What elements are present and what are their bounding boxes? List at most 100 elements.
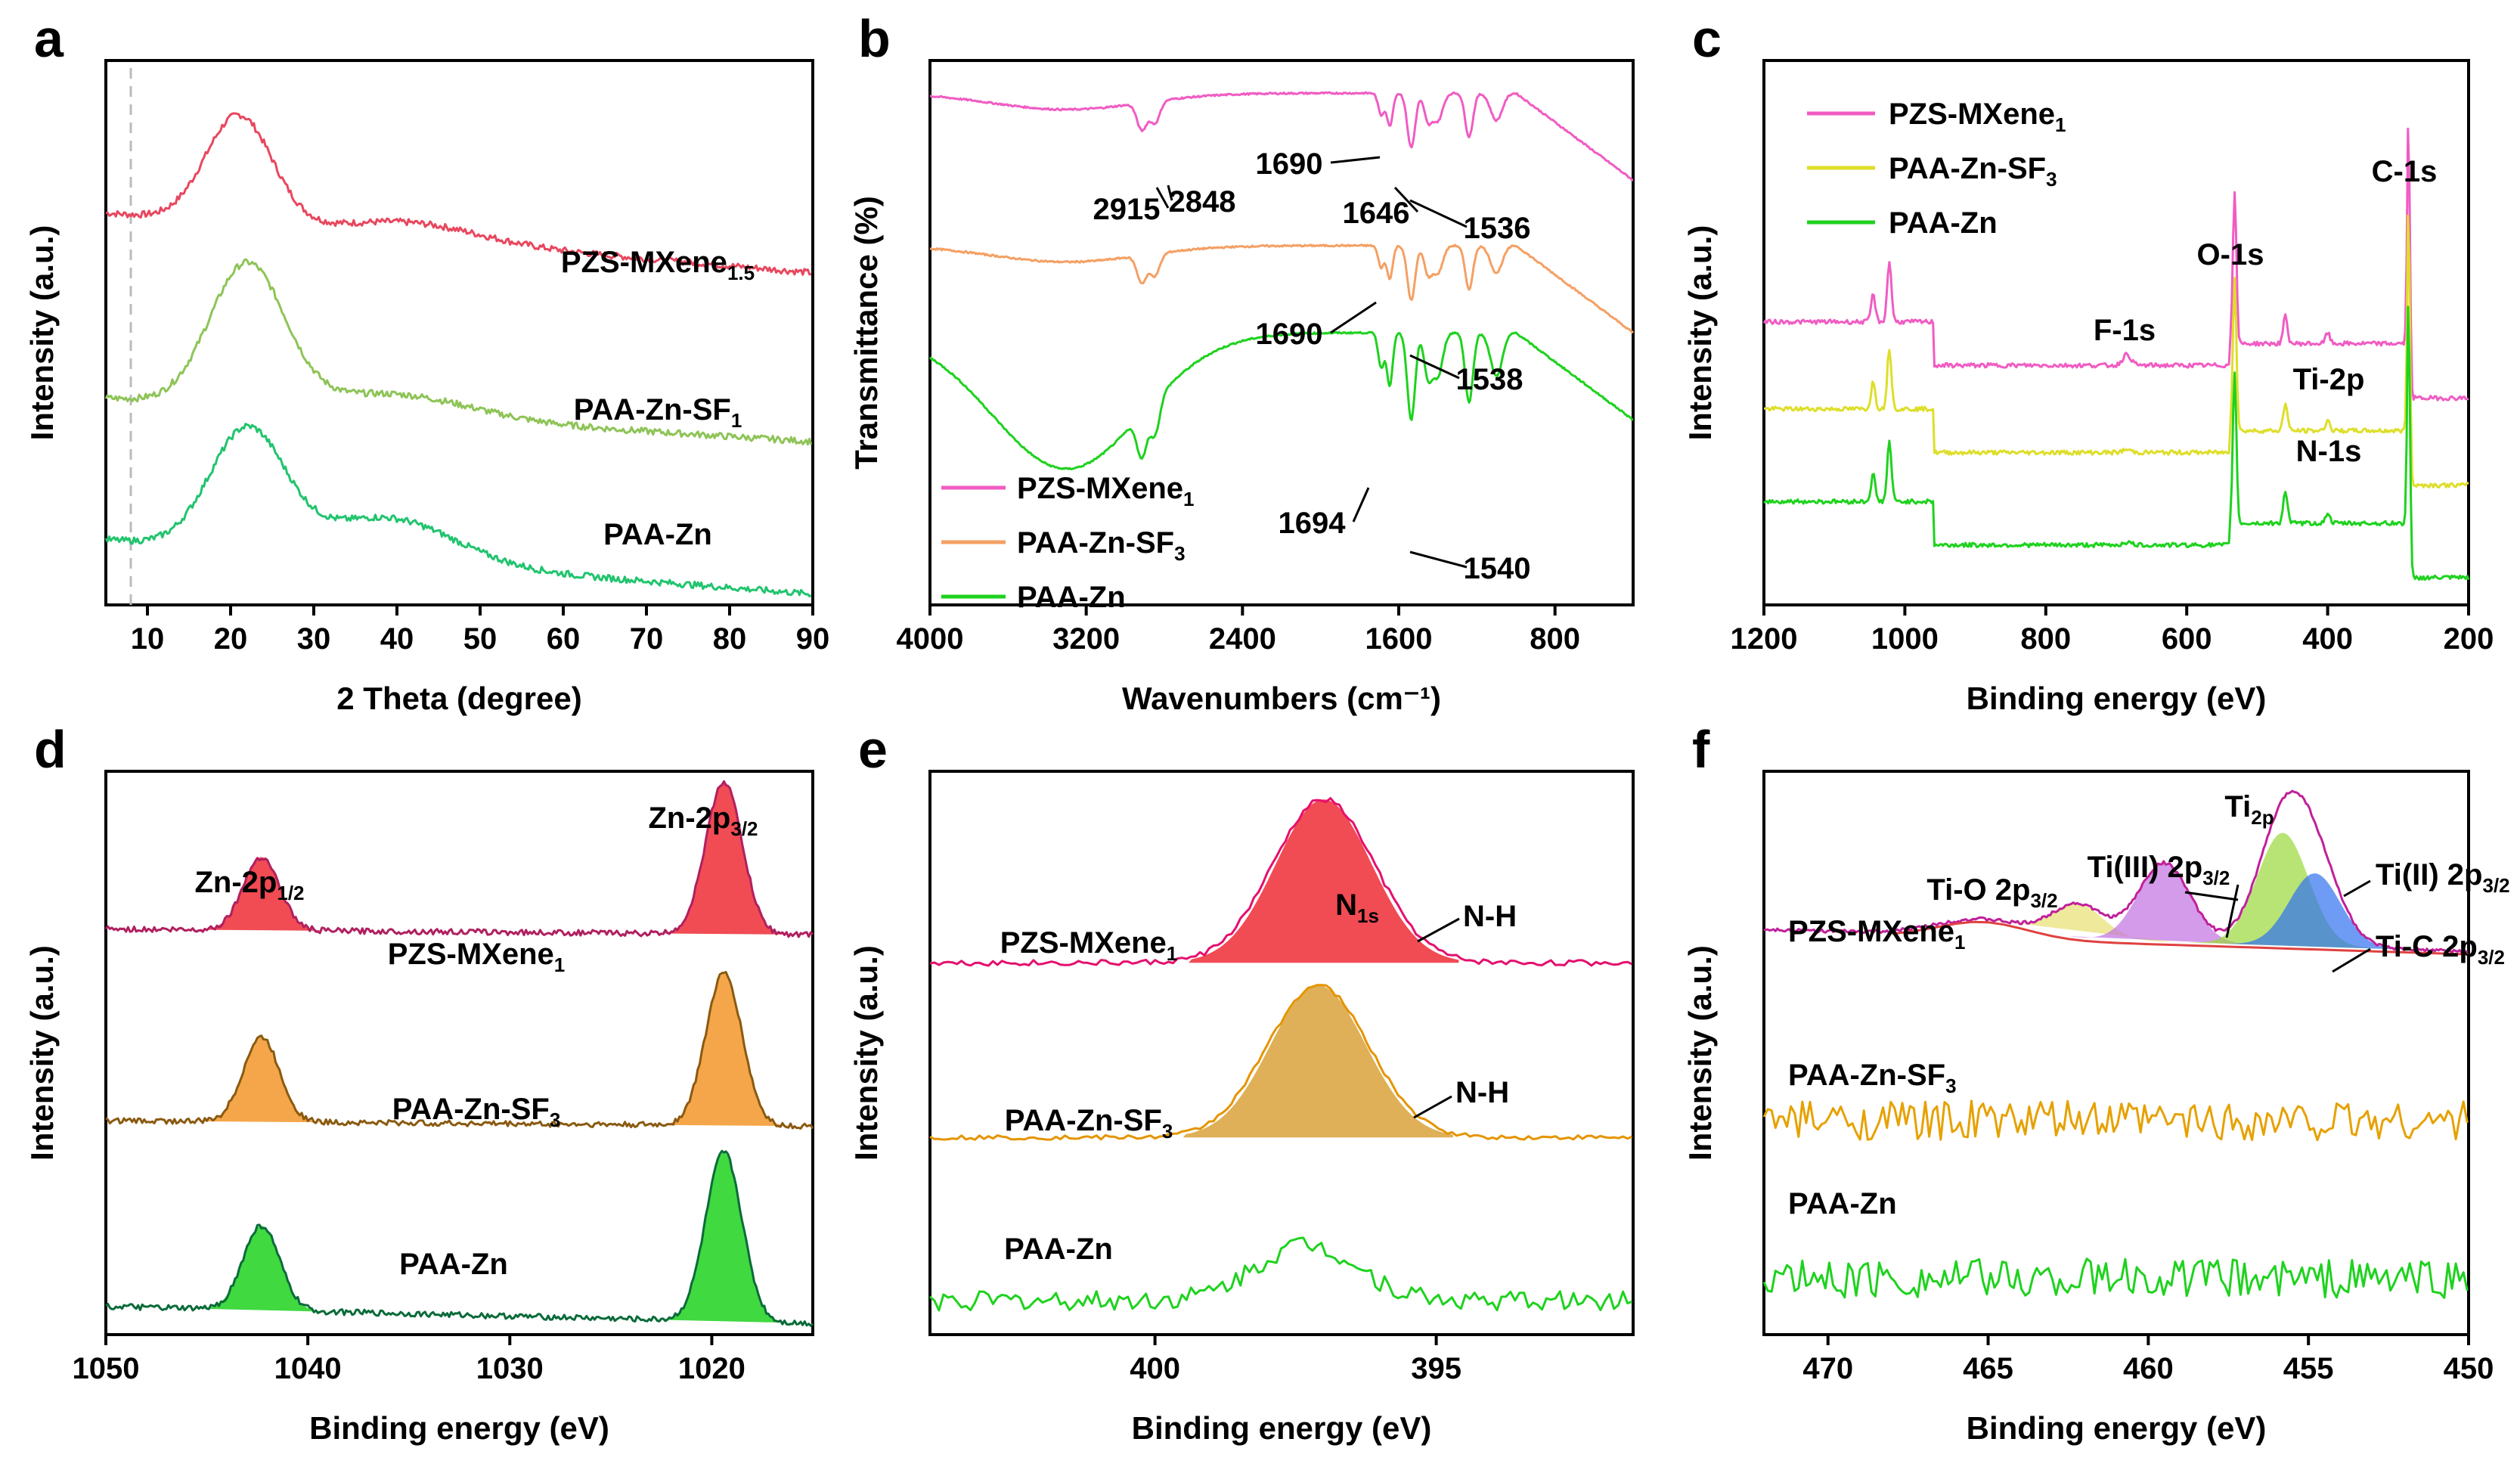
annotation-arrow	[1413, 1095, 1452, 1119]
panel-f: 470 465 460 455 450 Binding energy (eV) Intens…	[1682, 720, 2510, 1446]
ti-series-2	[1762, 1257, 2469, 1299]
x-tick-label: 395	[1411, 1352, 1461, 1385]
series-label: PAA-Zn	[1788, 1187, 1897, 1220]
panel-e: 400 395 Binding energy (eV) Intensity (a.u.…	[848, 720, 1635, 1446]
x-tick-label: 450	[2444, 1352, 2494, 1385]
peak-annotation: 1646	[1343, 197, 1410, 230]
peak-annotation: 1536	[1464, 212, 1531, 245]
peak-annotation: 1538	[1456, 363, 1523, 396]
zn-series-0	[104, 780, 814, 938]
xrd-series-2	[104, 423, 812, 597]
series-label: PAA-Zn	[399, 1248, 508, 1281]
component-label: Ti-O 2p3/2	[1926, 873, 2057, 912]
annotation-arrow	[1393, 186, 1419, 213]
panel-label: e	[858, 720, 888, 779]
panel-label: d	[34, 720, 67, 779]
x-tick-label: 400	[2302, 622, 2353, 656]
ti-baseline	[1892, 920, 2469, 956]
n1s-peak-fill	[1189, 799, 1459, 963]
annotation-arrow	[1409, 199, 1468, 228]
annotation-arrow	[2343, 879, 2371, 898]
x-tick-label: 1200	[1731, 622, 1798, 656]
x-tick-label: 1050	[73, 1352, 140, 1385]
zn-peak-fill	[653, 973, 795, 1127]
x-tick-label: 800	[1530, 622, 1580, 656]
zn-series-2	[105, 1149, 814, 1327]
zn-peak-fill	[191, 857, 333, 931]
annotation-arrow	[1330, 156, 1381, 164]
peak-label: Zn-2p3/2	[648, 802, 758, 840]
x-tick-label: 90	[796, 622, 830, 656]
xps-survey-series-2	[1762, 305, 2470, 581]
legend-entry: PAA-Zn-SF3	[1017, 526, 1186, 565]
component-label: Ti-C 2p3/2	[2376, 930, 2505, 969]
annotation-arrow	[2225, 884, 2239, 938]
zn-peak-fill	[191, 1037, 333, 1123]
x-tick-label: 50	[463, 622, 497, 656]
ftir-series-1	[929, 243, 1635, 334]
ftir-series-0	[930, 91, 1634, 181]
peak-annotation: 1694	[1279, 507, 1347, 540]
series-label: PZS-MXene1	[1000, 926, 1178, 965]
annotation-arrow	[1167, 185, 1173, 201]
x-tick-label: 1030	[476, 1352, 544, 1385]
ti-component-fill-0	[1982, 903, 2174, 942]
panel-label: c	[1692, 9, 1722, 68]
peak-annotation: 2915	[1093, 193, 1161, 226]
xps-survey-series-1	[1763, 214, 2469, 488]
legend-entry: PAA-Zn	[1889, 206, 1998, 240]
peak-annotation: 1540	[1464, 552, 1531, 585]
annotation-arrow	[1409, 354, 1460, 380]
peak-annotation: N-H	[1455, 1076, 1509, 1109]
component-label: Ti(II) 2p3/2	[2376, 858, 2510, 897]
plot-frame-d	[104, 770, 814, 1336]
peak-title: N1s	[1335, 888, 1379, 927]
y-axis-label: Intensity (a.u.)	[24, 945, 60, 1161]
plot-frame-e	[928, 770, 1635, 1336]
x-tick-label: 1020	[678, 1352, 745, 1385]
x-tick-label: 1000	[1871, 622, 1939, 656]
y-axis-label: Intensity (a.u.)	[1682, 945, 1718, 1161]
ti-component-fill-1	[2068, 863, 2261, 945]
peak-label: C-1s	[2372, 155, 2438, 188]
component-label: Ti(III) 2p3/2	[2088, 851, 2230, 889]
legend-entry: PAA-Zn-SF3	[1889, 152, 2057, 191]
plot-frame-c	[1762, 59, 2470, 606]
x-tick-label: 800	[2020, 622, 2071, 656]
x-tick-label: 460	[2123, 1352, 2174, 1385]
annotation-arrow	[2332, 947, 2371, 973]
x-axis-label: Binding energy (eV)	[309, 1410, 609, 1446]
n1s-peak-fill	[1183, 985, 1453, 1138]
series-label: PZS-MXene1	[388, 938, 566, 976]
x-axis-label: Binding energy (eV)	[1967, 681, 2267, 716]
peak-title: Ti2p	[2224, 790, 2274, 829]
series-label: PZS-MXene1.5	[561, 246, 755, 284]
x-axis-label: Binding energy (eV)	[1132, 1410, 1432, 1446]
panel-b: 4000 3200 2400 1600 800 Wavenumbers (cm⁻¹) Tra…	[848, 9, 1635, 716]
y-axis-label: Intensity (a.u.)	[848, 945, 884, 1161]
annotation-arrow	[1330, 301, 1377, 334]
n1s-series-1	[929, 984, 1633, 1141]
annotation-arrow	[1409, 550, 1468, 569]
x-axis-label: 2 Theta (degree)	[336, 681, 581, 716]
plot-frame-a	[104, 59, 814, 606]
panel-label: a	[34, 9, 64, 68]
ti-component-fill-3	[2218, 873, 2411, 950]
n1s-series-0	[929, 797, 1633, 967]
peak-label: Ti-2p	[2293, 363, 2365, 396]
annotation-arrow	[1417, 917, 1460, 943]
panel-label: f	[1692, 720, 1710, 779]
x-tick-label: 455	[2283, 1352, 2334, 1385]
peak-label: F-1s	[2094, 314, 2156, 347]
x-tick-label: 400	[1130, 1352, 1180, 1385]
panel-label: b	[858, 9, 891, 68]
x-axis-label: Binding energy (eV)	[1967, 1410, 2267, 1446]
zn-peak-fill	[653, 782, 795, 935]
annotation-arrow	[2184, 891, 2239, 901]
peak-annotation: N-H	[1463, 900, 1517, 933]
x-tick-label: 80	[713, 622, 747, 656]
ti-series-1	[1762, 1099, 2469, 1142]
peak-label: O-1s	[2197, 238, 2264, 271]
x-tick-label: 10	[131, 622, 165, 656]
